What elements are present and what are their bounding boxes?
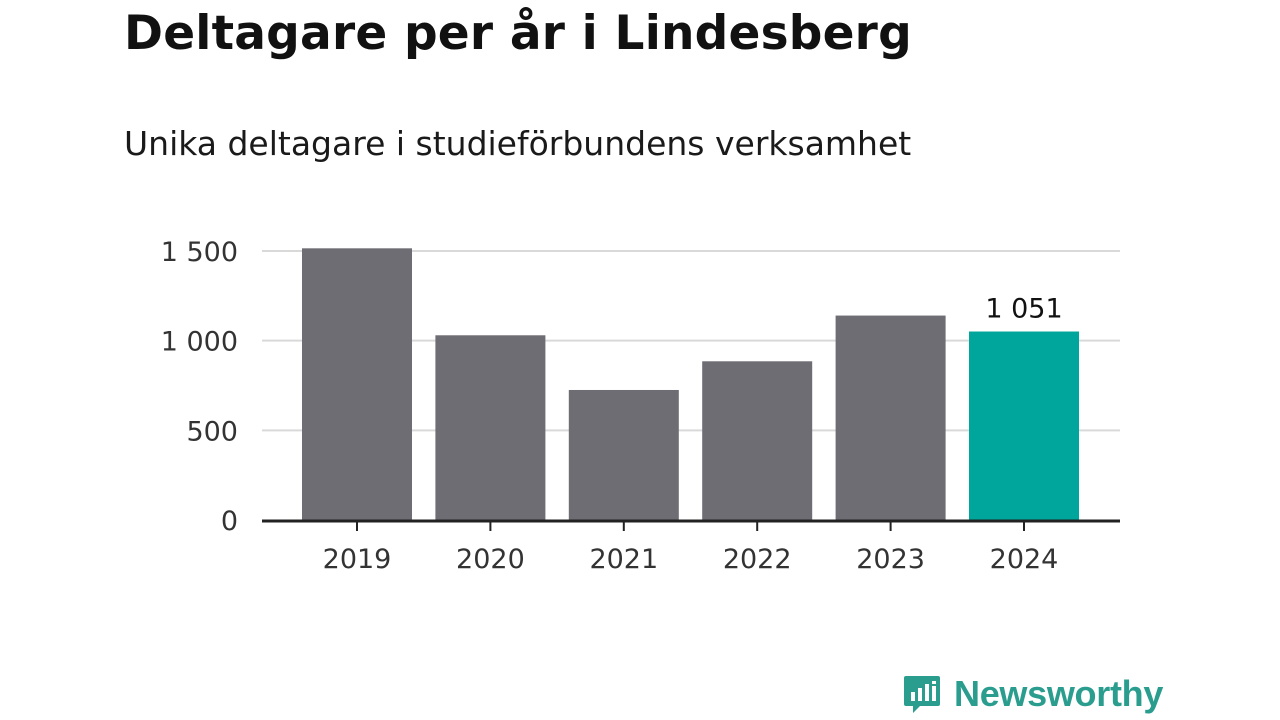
data-label: 1 051 (985, 294, 1062, 325)
bar-2023 (835, 315, 946, 520)
x-tick-label: 2024 (990, 544, 1059, 575)
bar-2021 (568, 389, 679, 520)
x-tick-label: 2020 (456, 544, 525, 575)
x-tick-label: 2021 (589, 544, 658, 575)
bar-2022 (702, 361, 813, 520)
chart-subtitle: Unika deltagare i studieförbundens verks… (124, 124, 912, 163)
bar-2020 (435, 335, 546, 520)
x-tick-label: 2019 (323, 544, 392, 575)
y-tick-label: 0 (221, 506, 238, 537)
y-tick-label: 1 000 (161, 327, 238, 358)
y-tick-label: 1 500 (161, 237, 238, 268)
bar-2024 (969, 331, 1079, 520)
x-tick-label: 2023 (856, 544, 925, 575)
brand-name: Newsworthy (954, 673, 1164, 714)
newsworthy-logo-icon (904, 676, 940, 713)
x-tick-label: 2022 (723, 544, 792, 575)
chart-title: Deltagare per år i Lindesberg (124, 6, 912, 61)
newsworthy-logo: Newsworthy (902, 670, 1163, 718)
y-tick-label: 500 (186, 416, 238, 447)
bar-2019 (302, 248, 412, 520)
